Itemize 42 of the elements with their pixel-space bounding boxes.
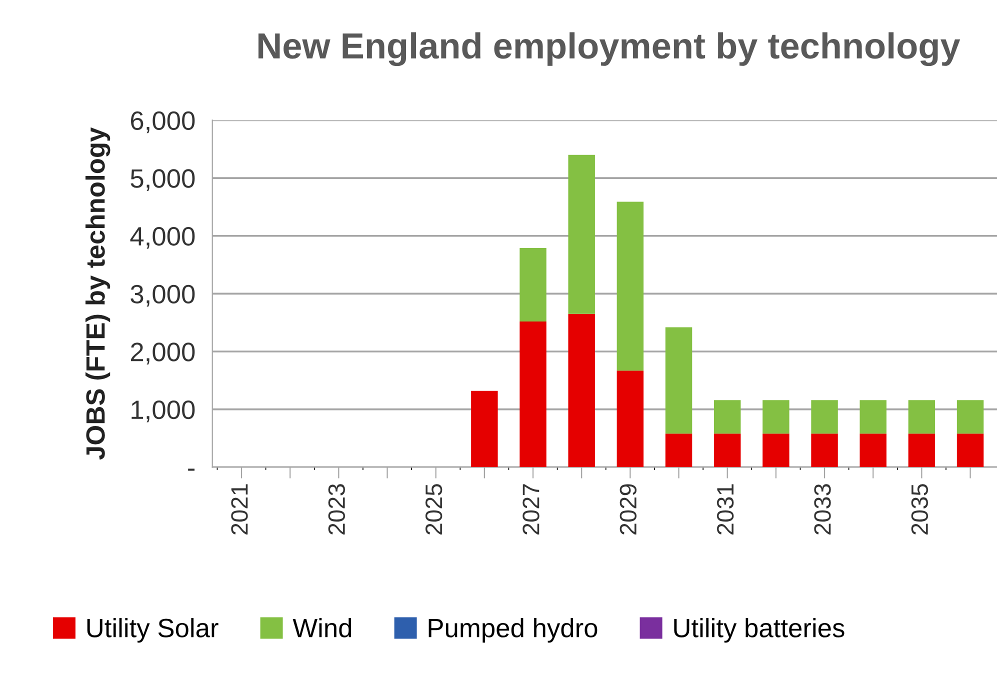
legend-label: Utility Solar — [87, 618, 218, 643]
bar — [616, 370, 644, 468]
bar — [811, 434, 838, 468]
legend-label: Wind — [292, 618, 352, 638]
bar — [520, 248, 546, 322]
legend-label: Utility batteries — [674, 618, 844, 643]
y-axis-title: JOBS (FTE) by technology — [86, 127, 110, 460]
x-tick-label: 2023 — [328, 484, 346, 534]
bar — [714, 400, 741, 434]
y-tick-label: 1,000 — [132, 400, 195, 422]
bar — [665, 327, 692, 434]
bar — [811, 400, 838, 434]
y-tick-label: 2,000 — [130, 342, 195, 364]
y-tick-label: - — [188, 468, 195, 471]
x-tick-label: 2027 — [522, 484, 540, 534]
y-tick-label: 4,000 — [130, 227, 195, 249]
x-tick-label: 2029 — [620, 484, 637, 534]
bar — [714, 434, 741, 468]
bar — [860, 400, 886, 434]
legend-label: Pumped hydro — [428, 618, 598, 643]
bar — [908, 434, 936, 468]
bar — [665, 434, 692, 468]
bar — [616, 202, 644, 371]
x-tick-label: 2021 — [231, 484, 248, 534]
bar — [568, 314, 595, 468]
bar — [762, 434, 790, 468]
bar — [568, 154, 595, 314]
chart-title: New England employment by technology — [258, 32, 960, 66]
x-tick-label: 2033 — [814, 484, 831, 534]
bar — [956, 434, 984, 468]
bar — [956, 400, 984, 434]
x-tick-label: 2035 — [911, 484, 928, 534]
y-tick-label: 6,000 — [131, 111, 195, 134]
x-tick-label: 2031 — [716, 484, 734, 534]
bar — [762, 400, 790, 434]
bar — [520, 321, 546, 468]
y-tick-label: 5,000 — [130, 169, 195, 191]
bar — [908, 400, 936, 434]
x-tick-label: 2025 — [425, 484, 442, 534]
bar — [471, 390, 498, 468]
bar — [860, 434, 886, 468]
y-tick-label: 3,000 — [130, 284, 195, 307]
